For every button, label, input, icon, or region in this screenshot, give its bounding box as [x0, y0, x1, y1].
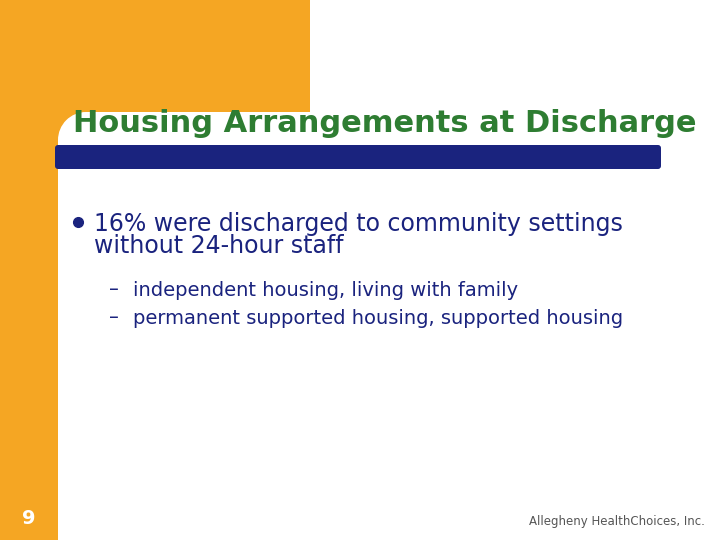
Text: Allegheny HealthChoices, Inc.: Allegheny HealthChoices, Inc.	[529, 516, 705, 529]
Bar	[86, 112, 310, 140]
Wedge shape	[58, 112, 86, 140]
FancyBboxPatch shape	[55, 145, 661, 169]
Text: independent housing, living with family: independent housing, living with family	[133, 280, 518, 300]
Bar	[58, 112, 86, 140]
Bar	[0, 0, 310, 140]
Text: 16% were discharged to community settings: 16% were discharged to community setting…	[94, 212, 623, 236]
Text: without 24-hour staff: without 24-hour staff	[94, 234, 343, 258]
Text: –: –	[109, 308, 119, 327]
Text: 9: 9	[22, 509, 36, 528]
Bar	[0, 0, 58, 540]
Text: permanent supported housing, supported housing: permanent supported housing, supported h…	[133, 308, 623, 327]
Text: Housing Arrangements at Discharge: Housing Arrangements at Discharge	[73, 109, 696, 138]
Text: –: –	[109, 280, 119, 300]
